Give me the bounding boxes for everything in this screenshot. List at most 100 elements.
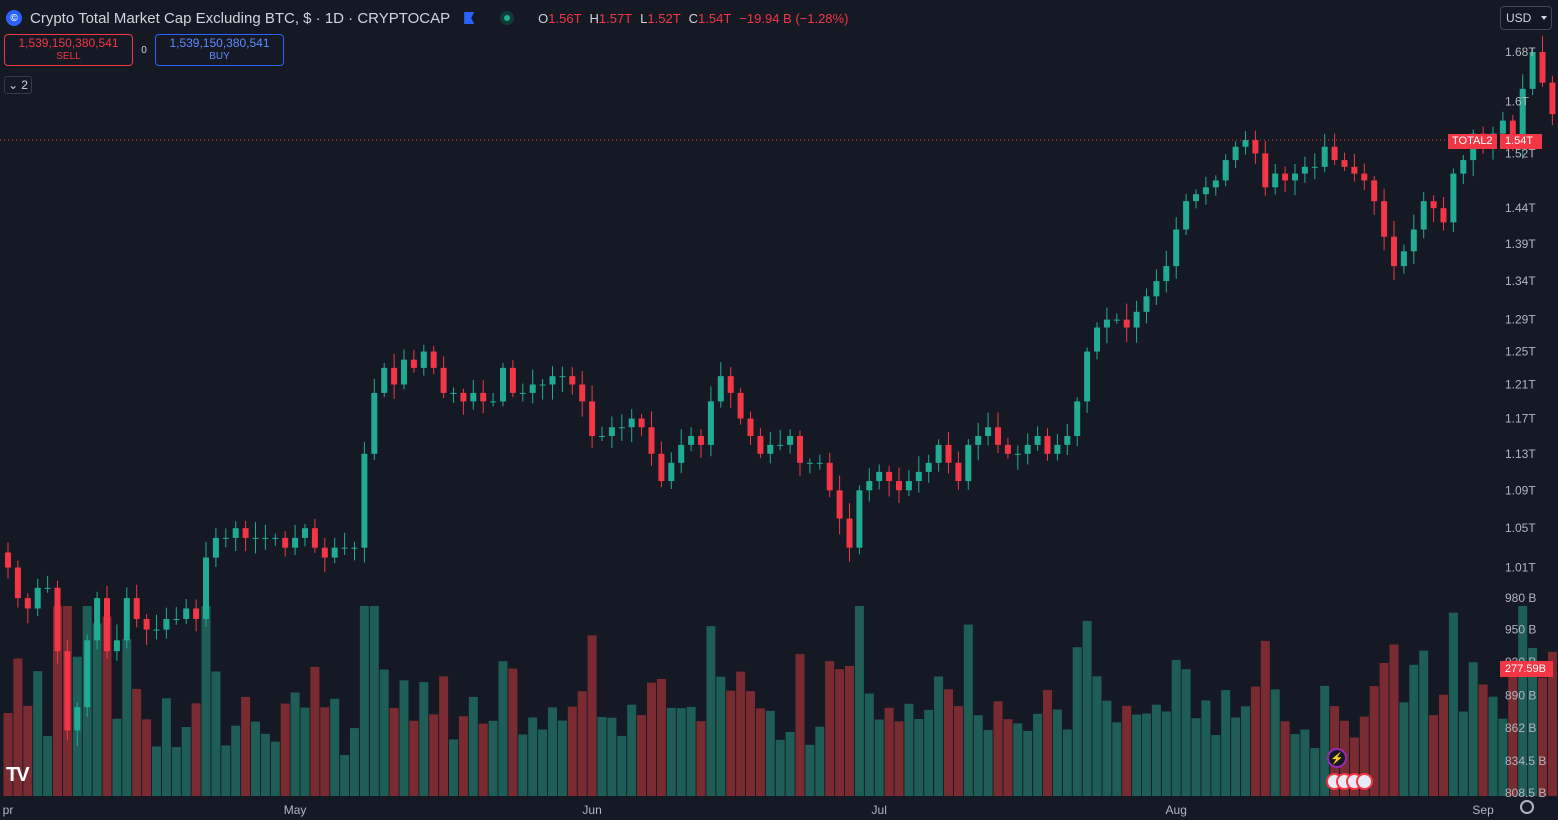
candle[interactable]: [995, 412, 1001, 454]
candle[interactable]: [410, 349, 417, 373]
candle[interactable]: [242, 520, 249, 552]
candle[interactable]: [579, 370, 586, 417]
candle[interactable]: [470, 379, 477, 410]
candle[interactable]: [222, 528, 229, 548]
candle[interactable]: [361, 441, 368, 563]
candle[interactable]: [1202, 176, 1209, 205]
candle[interactable]: [1212, 175, 1219, 196]
candle[interactable]: [163, 607, 170, 639]
chart-title[interactable]: Crypto Total Market Cap Excluding BTC, $…: [30, 9, 451, 27]
candle[interactable]: [945, 431, 952, 474]
candle[interactable]: [955, 451, 962, 490]
candle[interactable]: [262, 524, 269, 550]
flag-us-icon[interactable]: [1356, 773, 1373, 790]
candle[interactable]: [896, 467, 902, 504]
candle[interactable]: [1361, 163, 1368, 190]
candle[interactable]: [500, 362, 506, 407]
candle[interactable]: [302, 524, 308, 547]
candle[interactable]: [1371, 176, 1378, 215]
candle[interactable]: [401, 349, 407, 390]
candle[interactable]: [193, 599, 200, 632]
candle[interactable]: [460, 388, 467, 415]
candle[interactable]: [1391, 221, 1397, 280]
candle[interactable]: [1311, 153, 1318, 180]
candle[interactable]: [480, 380, 487, 414]
candle[interactable]: [123, 587, 130, 649]
candle[interactable]: [905, 469, 912, 496]
candle[interactable]: [391, 353, 398, 399]
candle[interactable]: [688, 427, 695, 452]
candle[interactable]: [608, 416, 615, 449]
candle[interactable]: [806, 458, 813, 474]
candle[interactable]: [519, 383, 526, 402]
candle[interactable]: [1143, 288, 1150, 324]
candle[interactable]: [797, 430, 803, 476]
candle[interactable]: [1430, 195, 1437, 223]
candle[interactable]: [133, 584, 140, 628]
candle[interactable]: [975, 422, 982, 461]
candle[interactable]: [1420, 192, 1427, 239]
candle[interactable]: [1400, 244, 1407, 274]
candle[interactable]: [767, 431, 774, 464]
candle[interactable]: [14, 560, 21, 608]
candle[interactable]: [747, 411, 754, 446]
candle[interactable]: [816, 454, 823, 470]
candle[interactable]: [203, 542, 209, 628]
candle[interactable]: [856, 485, 863, 555]
candle[interactable]: [212, 527, 219, 567]
candle[interactable]: [1460, 154, 1467, 185]
candle[interactable]: [1272, 163, 1279, 195]
candle[interactable]: [143, 613, 150, 646]
candle[interactable]: [985, 412, 992, 446]
candle[interactable]: [1004, 437, 1011, 459]
candle[interactable]: [1153, 269, 1160, 305]
candle[interactable]: [1024, 433, 1031, 465]
candle[interactable]: [1450, 168, 1457, 232]
candle[interactable]: [440, 356, 447, 399]
candle[interactable]: [1242, 131, 1249, 155]
candle[interactable]: [1084, 347, 1091, 414]
candle[interactable]: [935, 439, 942, 472]
candle[interactable]: [321, 538, 328, 573]
candle[interactable]: [836, 475, 843, 535]
candle[interactable]: [490, 392, 497, 407]
candle[interactable]: [1252, 130, 1259, 164]
flag-icon[interactable]: [464, 12, 475, 24]
candle[interactable]: [34, 578, 41, 617]
candle[interactable]: [173, 607, 180, 625]
candle[interactable]: [252, 522, 259, 554]
economic-events[interactable]: [1326, 773, 1373, 790]
candle[interactable]: [777, 429, 784, 451]
candle[interactable]: [1301, 156, 1308, 183]
candle[interactable]: [1341, 152, 1348, 171]
candle[interactable]: [757, 427, 764, 459]
candle[interactable]: [1074, 397, 1081, 447]
candle[interactable]: [183, 599, 190, 625]
sell-button[interactable]: 1,539,150,380,541 SELL: [4, 34, 133, 66]
candle[interactable]: [1183, 194, 1190, 236]
coin-icon[interactable]: ©: [6, 10, 22, 26]
candle[interactable]: [1549, 75, 1556, 126]
candle[interactable]: [1094, 322, 1100, 360]
candle[interactable]: [826, 452, 833, 498]
candle[interactable]: [54, 580, 61, 664]
candle[interactable]: [74, 702, 81, 747]
candle[interactable]: [1123, 303, 1130, 342]
candle[interactable]: [1193, 189, 1199, 209]
candle[interactable]: [1529, 47, 1536, 96]
candle[interactable]: [5, 542, 11, 579]
candle[interactable]: [787, 429, 794, 454]
candle[interactable]: [638, 413, 645, 436]
candle[interactable]: [1034, 426, 1041, 451]
candle[interactable]: [628, 409, 635, 443]
candle[interactable]: [866, 468, 873, 502]
candle[interactable]: [727, 367, 734, 408]
candle[interactable]: [1222, 154, 1229, 187]
candle[interactable]: [1163, 250, 1170, 293]
candle[interactable]: [698, 429, 704, 459]
candle[interactable]: [113, 624, 120, 661]
candle[interactable]: [717, 362, 724, 408]
candle[interactable]: [846, 503, 853, 562]
candle[interactable]: [430, 345, 437, 374]
